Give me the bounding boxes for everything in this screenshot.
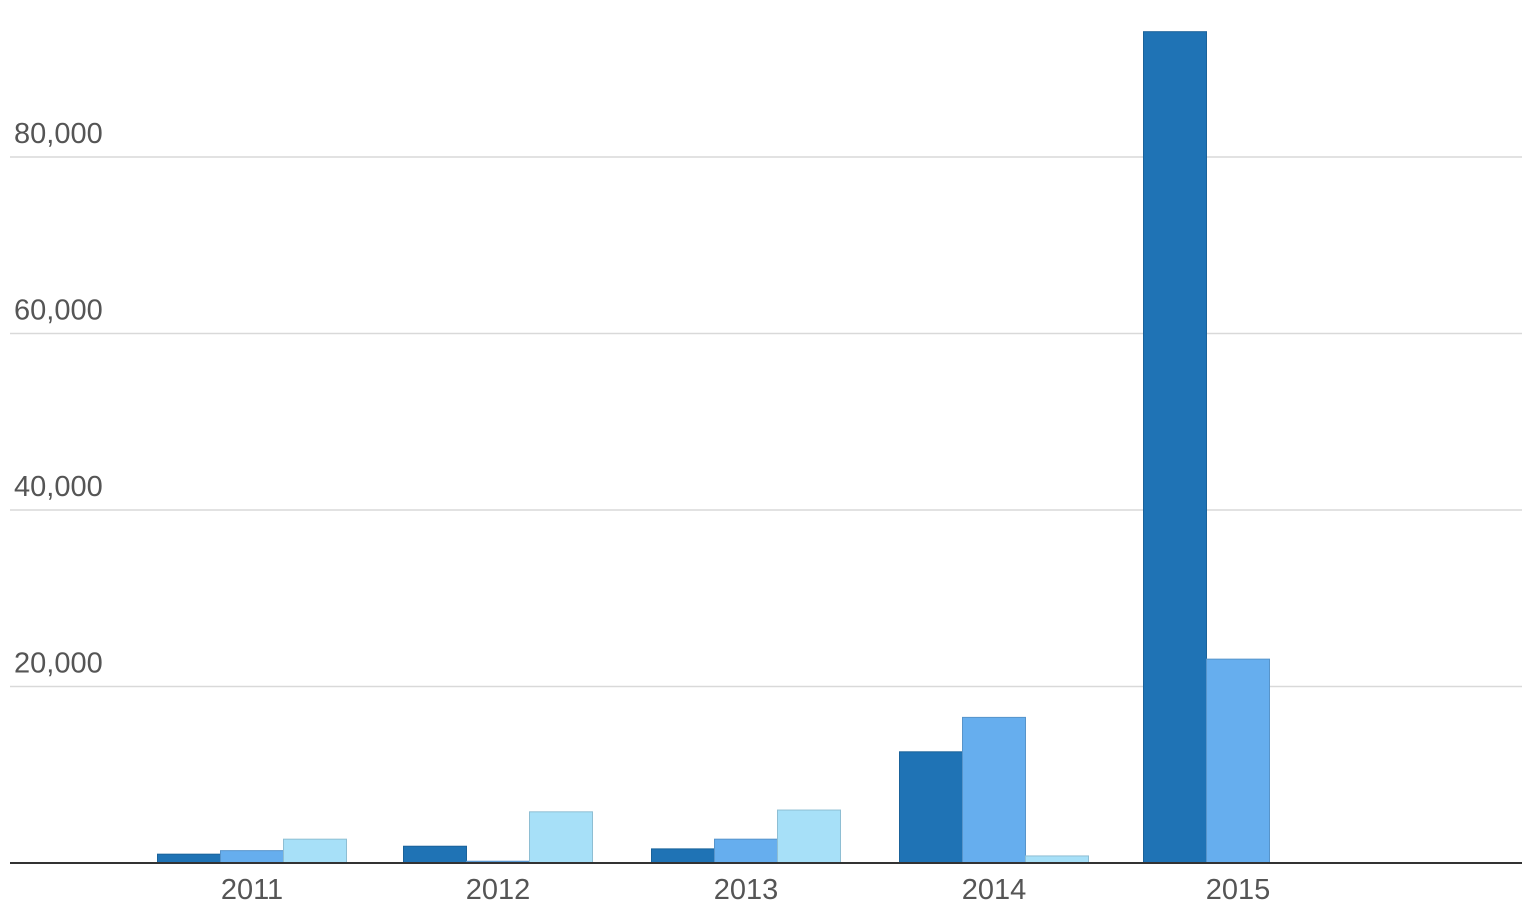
bar-2012-series-1 — [403, 845, 467, 864]
x-tick-label: 2015 — [1206, 874, 1271, 905]
bar-2013-series-2 — [714, 838, 778, 864]
x-tick-label: 2012 — [466, 874, 531, 905]
bar-2011-series-1 — [157, 853, 221, 864]
x-tick-label: 2013 — [714, 874, 779, 905]
y-axis-tick-labels: 20,000 40,000 60,000 80,000 — [14, 118, 103, 680]
x-tick-label: 2014 — [962, 874, 1027, 905]
y-tick-label: 20,000 — [14, 648, 103, 680]
bar-2011-series-2 — [220, 850, 284, 864]
bars — [157, 31, 1270, 864]
bar-2015-series-1 — [1143, 31, 1207, 864]
bar-2015-series-2 — [1206, 658, 1270, 864]
bar-2013-series-3 — [777, 809, 841, 864]
bar-2012-series-3 — [529, 811, 593, 864]
bar-2014-series-3 — [1025, 855, 1089, 864]
x-tick-label: 2011 — [221, 874, 283, 905]
bar-2011-series-3 — [283, 838, 347, 864]
y-tick-label: 60,000 — [14, 295, 103, 327]
y-tick-label: 40,000 — [14, 471, 103, 503]
gridlines — [10, 156, 1522, 688]
x-axis-tick-labels: 2011 2012 2013 2014 2015 — [221, 874, 1270, 905]
bar-2013-series-1 — [651, 848, 715, 864]
bar-2014-series-2 — [962, 716, 1026, 864]
y-tick-label: 80,000 — [14, 118, 103, 150]
bar-2014-series-1 — [899, 751, 963, 864]
